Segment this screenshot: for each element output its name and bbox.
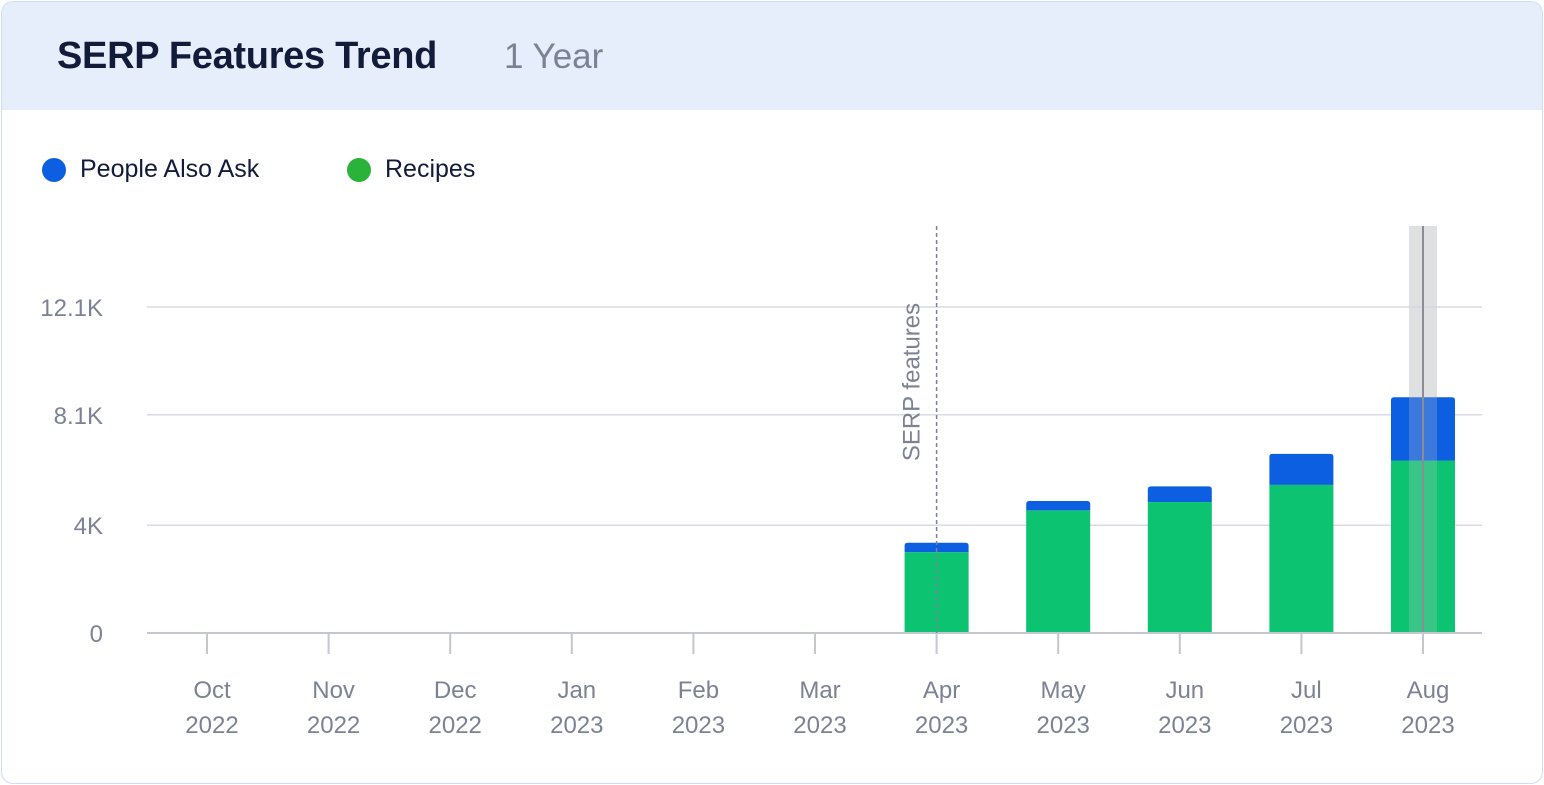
period-label: 1 Year [504, 37, 604, 76]
annotation-label: SERP features [899, 303, 926, 461]
bar-segment-recipes [1026, 510, 1091, 633]
x-tick-label-year: 2023 [1158, 712, 1211, 739]
x-tick-label-year: 2023 [1037, 712, 1090, 739]
x-tick-label-year: 2023 [793, 712, 846, 739]
x-tick-label-month: Aug [1407, 677, 1450, 704]
x-tick-label-month: Mar [799, 677, 840, 704]
legend-label-recipes: Recipes [385, 155, 476, 183]
x-tick-label-month: Apr [923, 677, 960, 704]
x-tick-label-month: Jun [1165, 677, 1204, 704]
x-tick-label-month: Feb [678, 677, 719, 704]
x-tick-label-year: 2023 [915, 712, 968, 739]
x-tick-label-year: 2023 [1280, 712, 1333, 739]
x-tick-label-month: Nov [312, 677, 355, 704]
bar-segment-people-also-ask [904, 542, 969, 553]
bar-segment-people-also-ask [1269, 453, 1334, 485]
x-tick-label-month: May [1041, 677, 1086, 704]
recipes-dot-icon [347, 158, 371, 182]
bar-segment-recipes [1147, 502, 1212, 633]
bar-segment-people-also-ask [1147, 486, 1212, 503]
x-tick-label-year: 2023 [672, 712, 725, 739]
y-tick-label: 8.1K [54, 403, 103, 430]
x-tick-label-year: 2022 [307, 712, 360, 739]
x-tick-label-year: 2023 [1401, 712, 1454, 739]
x-tick-label-year: 2022 [185, 712, 238, 739]
people-also-ask-dot-icon [42, 158, 66, 182]
x-tick-label-month: Oct [193, 677, 231, 704]
x-tick-label-month: Jan [557, 677, 596, 704]
x-tick-label-month: Dec [434, 677, 477, 704]
y-tick-label: 0 [90, 621, 103, 648]
x-tick-label-year: 2023 [550, 712, 603, 739]
card-header: SERP Features Trend 1 Year [2, 2, 1542, 110]
x-tick-label-month: Jul [1291, 677, 1322, 704]
x-tick-label-year: 2022 [429, 712, 482, 739]
chart-title: SERP Features Trend [57, 35, 438, 77]
y-tick-label: 4K [74, 513, 103, 540]
legend-label-people-also-ask: People Also Ask [80, 155, 260, 183]
y-tick-label: 12.1K [40, 295, 103, 322]
bar-segment-recipes [1269, 484, 1334, 633]
bar-segment-people-also-ask [1026, 500, 1091, 511]
